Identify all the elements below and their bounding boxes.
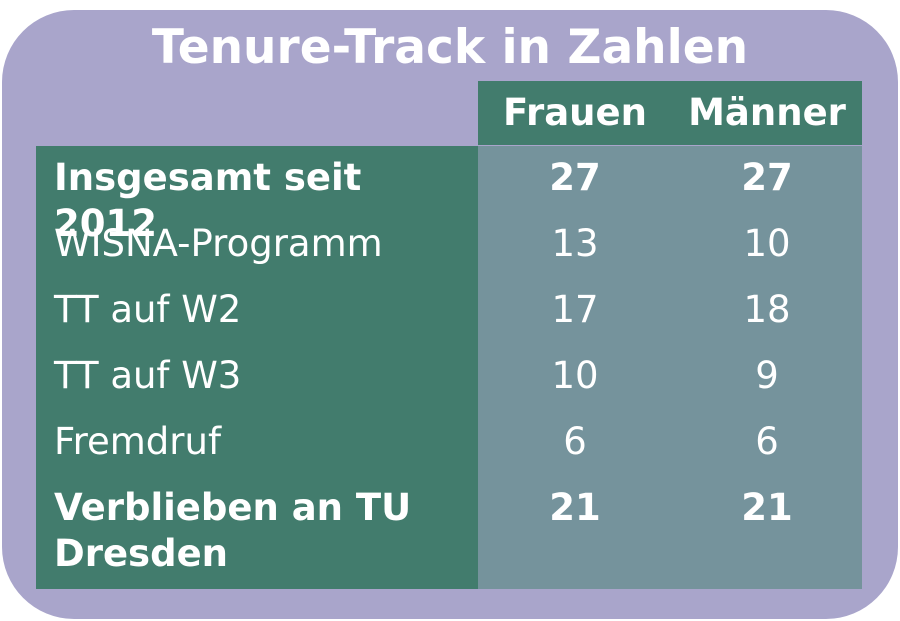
cell-maenner: 21 bbox=[741, 486, 793, 529]
cell-maenner: 10 bbox=[743, 222, 791, 265]
row-label: WISNA-Programm bbox=[54, 222, 383, 265]
row-label: TT auf W2 bbox=[54, 288, 242, 331]
row-label: Insgesamt seit 2012 bbox=[54, 156, 362, 245]
cell-frauen: 17 bbox=[551, 288, 599, 331]
cell-frauen: 13 bbox=[551, 222, 599, 265]
chart-title: Tenure-Track in Zahlen bbox=[151, 20, 749, 75]
cell-maenner: 18 bbox=[743, 288, 791, 331]
cell-maenner: 27 bbox=[741, 156, 793, 199]
cell-maenner: 9 bbox=[755, 354, 779, 397]
cell-maenner: 6 bbox=[755, 420, 779, 463]
cell-frauen: 21 bbox=[549, 486, 601, 529]
row-labels-panel bbox=[36, 146, 478, 589]
row-label: Verblieben an TU Dresden bbox=[54, 486, 412, 575]
cell-frauen: 27 bbox=[549, 156, 601, 199]
cell-frauen: 10 bbox=[551, 354, 599, 397]
values-panel bbox=[478, 146, 862, 589]
row-label: TT auf W3 bbox=[54, 354, 242, 397]
column-header-band bbox=[478, 81, 862, 145]
column-header-frauen: Frauen bbox=[503, 91, 647, 134]
column-header-maenner: Männer bbox=[688, 91, 846, 134]
cell-frauen: 6 bbox=[563, 420, 587, 463]
row-label: Fremdruf bbox=[54, 420, 221, 463]
